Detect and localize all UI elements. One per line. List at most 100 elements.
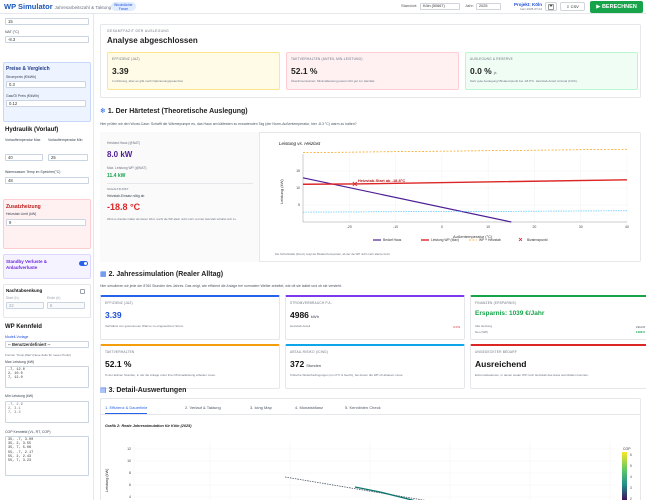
nat-input[interactable]: -8.3 bbox=[5, 36, 89, 43]
calculate-label: BERECHNEN bbox=[601, 4, 637, 10]
chart-grid bbox=[303, 154, 628, 222]
max-line: 2, 10.0 bbox=[8, 372, 23, 377]
tab-2[interactable]: 2. Verlauf & Taktung bbox=[185, 405, 221, 410]
tab-1[interactable]: 1. Effizienz & Dauerlinie bbox=[105, 405, 148, 414]
flow-min-input[interactable]: 25 bbox=[48, 154, 88, 161]
divider bbox=[107, 183, 253, 184]
kpi-value-text: 0.0 % bbox=[470, 66, 492, 76]
snowflake-icon: ❄ bbox=[100, 108, 106, 115]
extra-heater-input[interactable]: 9 bbox=[6, 219, 86, 226]
calculate-button[interactable]: ▶ BERECHNEN bbox=[590, 1, 643, 13]
forum-badge[interactable]: Bitcoinlöcher Forum bbox=[111, 2, 136, 11]
project-info: Projekt: Köln kein 2025-07-01 bbox=[508, 2, 542, 11]
kpi-value: 4986 kWh bbox=[290, 310, 319, 320]
cop-line: 35, -7, 3.00 bbox=[8, 438, 34, 442]
ww-label: Warmwasser Temp im Speicher(°C) bbox=[5, 170, 61, 174]
project-name: Projekt: Köln bbox=[513, 2, 542, 7]
cop-textarea[interactable]: 35, -7, 3.00 35, 2, 3.55 35, 7, 5.06 55,… bbox=[5, 436, 89, 476]
colorbar bbox=[622, 452, 627, 500]
location-select[interactable]: Köln (50667) bbox=[420, 2, 460, 10]
kpi-value-text: Ersparnis: 1039 €/Jahr bbox=[475, 310, 545, 317]
kpi-note: Extremsituationen, in denen weder WP noc… bbox=[475, 373, 589, 377]
flow-max-input[interactable]: 40 bbox=[5, 154, 43, 161]
min-power-textarea[interactable]: -7, 2.9 2, 3.1 7, 3.3 bbox=[5, 401, 89, 423]
hardtest-chart: Leistung vs. Heizlast -20 -10 0 10 20 30 40 5 10… bbox=[275, 141, 629, 256]
ww-input[interactable]: 48 bbox=[5, 177, 89, 184]
max-power-textarea[interactable]: -7, 12.0 2, 10.0 7, 12.0 bbox=[5, 366, 89, 388]
night-start-label: Start (h) bbox=[6, 296, 19, 300]
gas-price-label: Gas/Öl Preis (€/kWh) bbox=[6, 94, 40, 98]
year-label: Jahr: bbox=[465, 3, 474, 8]
kpi-value-text: 52.1 % bbox=[291, 66, 318, 76]
flow-min-label: Vorlauftemperatur Min bbox=[48, 138, 83, 142]
year-select[interactable]: 2025 bbox=[476, 2, 501, 10]
y-tick-label: 4 bbox=[129, 495, 131, 499]
bivalence-marker bbox=[352, 181, 358, 187]
night-end-input[interactable]: 6 bbox=[47, 302, 85, 309]
tab-3[interactable]: 3. Icing Map bbox=[250, 405, 272, 410]
max-power-label: Max Leistung (kW) bbox=[5, 360, 35, 364]
standby-toggle[interactable] bbox=[79, 261, 88, 266]
top-bar: WP Simulator Jahresarbeitszahl & Taktung … bbox=[0, 0, 646, 14]
save-button[interactable] bbox=[545, 2, 557, 11]
simulation-kpi-card: EFFIZIENZ (JAZ) 3.39 Verhältnis von gewonn… bbox=[100, 295, 280, 340]
kpi-title: TAKTVERHALTEN bbox=[105, 350, 135, 354]
y-tick-label: 12 bbox=[127, 447, 131, 451]
power-price-label: Strompreis (€/kWh) bbox=[6, 75, 37, 79]
section3-title-text: 3. Detail-Auswertungen bbox=[108, 387, 187, 394]
tab-4[interactable]: 4. Monatsbilanz bbox=[295, 405, 324, 410]
y-tick-label: 8 bbox=[129, 471, 131, 475]
summary-kpi-card: AUSLEGUNG & RESERVE 0.0 % ja Sehr gute Ausl… bbox=[465, 52, 638, 90]
cop-line: 55, 7, 3.23 bbox=[8, 459, 32, 464]
min-line: 7, 3.3 bbox=[8, 411, 21, 416]
series-line-bedarf-haus bbox=[302, 177, 512, 223]
series-line-min bbox=[302, 210, 628, 213]
kpi-note: In Ordnung, aber es gibt noch Optimierun… bbox=[112, 79, 184, 83]
kpi-value: 52.1 % bbox=[105, 359, 131, 369]
kpi-note-2-right: 1496 € bbox=[635, 330, 645, 334]
csv-button[interactable]: ⇩ CSV bbox=[560, 2, 585, 11]
night-checkbox[interactable] bbox=[80, 289, 85, 294]
cop-line: 35, 2, 3.55 bbox=[8, 442, 32, 447]
chart-annotation: Heizstab-Start ab -18.8°C bbox=[358, 178, 406, 183]
kpi-unit: kWh bbox=[310, 314, 319, 319]
wp-field-title: WP Kennfeld bbox=[5, 324, 42, 330]
model-select[interactable]: -- Benutzerdefiniert -- bbox=[5, 341, 89, 348]
cop-points bbox=[354, 486, 415, 500]
app-subtitle: Jahresarbeitszahl & Taktung bbox=[54, 5, 112, 10]
kpi-note: Überdimensioniert. Minimalleistung passt… bbox=[291, 79, 376, 83]
cop-label: COP Kennfeld (VL, RT, COP) bbox=[5, 430, 51, 434]
hardtest-left-panel bbox=[100, 132, 260, 262]
top-input[interactable]: 15 bbox=[5, 18, 89, 25]
power-price-input[interactable]: 0.3 bbox=[6, 81, 86, 88]
detail-scatter bbox=[284, 476, 426, 500]
heat-load-label: Heizlast Haus (@NAT) bbox=[107, 141, 141, 145]
chart-note: Die Schnittstelle (Kreuz) zeigt die Biva… bbox=[275, 252, 391, 256]
csv-icon: ⇩ bbox=[566, 4, 571, 9]
kpi-note-right: 2114 € bbox=[636, 325, 645, 329]
night-box bbox=[3, 284, 91, 318]
chart-icon: ▤ bbox=[100, 387, 107, 394]
kpi-value: Ausreichend bbox=[475, 359, 527, 369]
section2-title-text: 2. Jahressimulation (Realer Alltag) bbox=[108, 271, 224, 278]
max-power-label-1: Max. Leistung WP (@NAT) bbox=[107, 166, 147, 170]
y-tick-label: 10 bbox=[127, 459, 131, 463]
night-start-input[interactable]: 22 bbox=[6, 302, 44, 309]
kpi-note: Heizstab-Anteil bbox=[290, 324, 311, 328]
max-power-value: 11.4 kW bbox=[107, 173, 126, 179]
y-tick-label: 10 bbox=[296, 186, 300, 190]
switch-note: Wird es draußen kälter als dieser Wert, … bbox=[107, 217, 237, 221]
kpi-title: STROMVERBRAUCH P.A. bbox=[290, 301, 332, 305]
switch-value: -18.8 °C bbox=[107, 202, 141, 212]
section3-title: ▤ 3. Detail-Auswertungen bbox=[100, 386, 186, 394]
kpi-value: 52.1 % bbox=[291, 66, 317, 76]
section2-intro: Hier simulieren wir jede der 8760 Stunde… bbox=[100, 284, 342, 288]
colorbar-tick: 3 bbox=[630, 486, 632, 490]
legend-label: WP + Heizstab bbox=[479, 238, 501, 242]
max-line: 7, 12.0 bbox=[8, 376, 23, 381]
x-tick-label: 40 bbox=[625, 225, 629, 229]
x-tick-label: 30 bbox=[579, 225, 583, 229]
switch-caption: SCHALTZUNKT bbox=[107, 187, 129, 191]
gas-price-input[interactable]: 0.12 bbox=[6, 100, 86, 107]
tab-5[interactable]: 5. Kennlinien Check bbox=[345, 405, 381, 410]
